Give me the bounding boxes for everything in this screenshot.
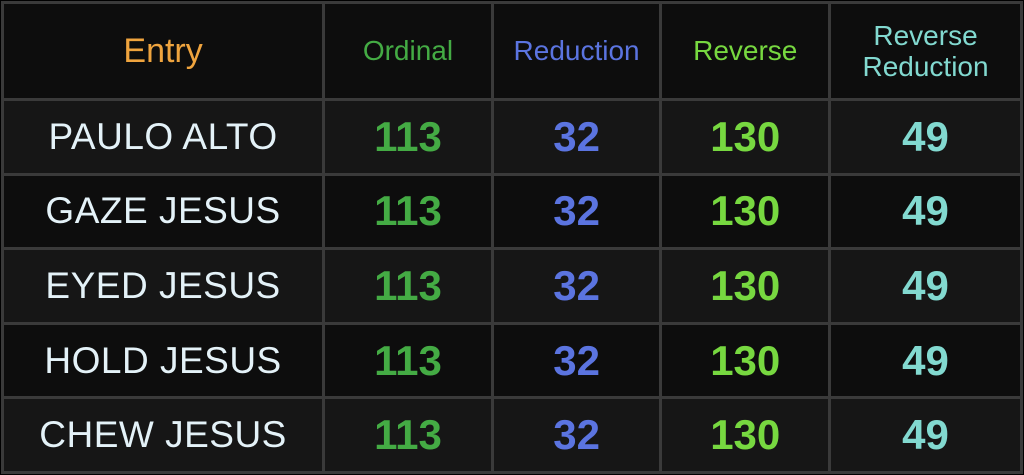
reverse-value: 130 bbox=[659, 172, 832, 251]
reduction-value: 32 bbox=[490, 396, 663, 474]
reduction-value: 32 bbox=[490, 172, 663, 251]
entry-name: CHEW JESUS bbox=[0, 396, 326, 474]
header-cell-reverse-reduction: Reverse Reduction bbox=[828, 1, 1023, 101]
reverse-value: 130 bbox=[659, 396, 832, 474]
reverse-reduction-value: 49 bbox=[828, 98, 1023, 176]
reverse-value: 130 bbox=[659, 247, 832, 325]
ordinal-value: 113 bbox=[322, 98, 494, 176]
table-row: CHEW JESUS 113 32 130 49 bbox=[0, 396, 1023, 474]
reverse-reduction-value: 49 bbox=[828, 321, 1023, 400]
header-cell-reduction: Reduction bbox=[490, 1, 663, 101]
reduction-value: 32 bbox=[490, 321, 663, 400]
header-cell-entry: Entry bbox=[0, 1, 326, 101]
entry-name: PAULO ALTO bbox=[0, 98, 326, 176]
reduction-value: 32 bbox=[490, 247, 663, 325]
reverse-reduction-value: 49 bbox=[828, 172, 1023, 251]
ordinal-value: 113 bbox=[322, 396, 494, 474]
reverse-reduction-value: 49 bbox=[828, 396, 1023, 474]
table-row: EYED JESUS 113 32 130 49 bbox=[0, 247, 1023, 325]
ordinal-value: 113 bbox=[322, 321, 494, 400]
table-header-row: Entry Ordinal Reduction Reverse Reverse … bbox=[0, 1, 1023, 101]
ordinal-value: 113 bbox=[322, 172, 494, 251]
ordinal-value: 113 bbox=[322, 247, 494, 325]
reverse-value: 130 bbox=[659, 98, 832, 176]
entry-name: GAZE JESUS bbox=[0, 172, 326, 251]
reverse-reduction-value: 49 bbox=[828, 247, 1023, 325]
entry-name: HOLD JESUS bbox=[0, 321, 326, 400]
reverse-value: 130 bbox=[659, 321, 832, 400]
table-row: GAZE JESUS 113 32 130 49 bbox=[0, 172, 1023, 251]
header-cell-ordinal: Ordinal bbox=[322, 1, 494, 101]
table-row: HOLD JESUS 113 32 130 49 bbox=[0, 321, 1023, 400]
reduction-value: 32 bbox=[490, 98, 663, 176]
header-cell-reverse: Reverse bbox=[659, 1, 832, 101]
entry-name: EYED JESUS bbox=[0, 247, 326, 325]
table-row: PAULO ALTO 113 32 130 49 bbox=[0, 98, 1023, 176]
